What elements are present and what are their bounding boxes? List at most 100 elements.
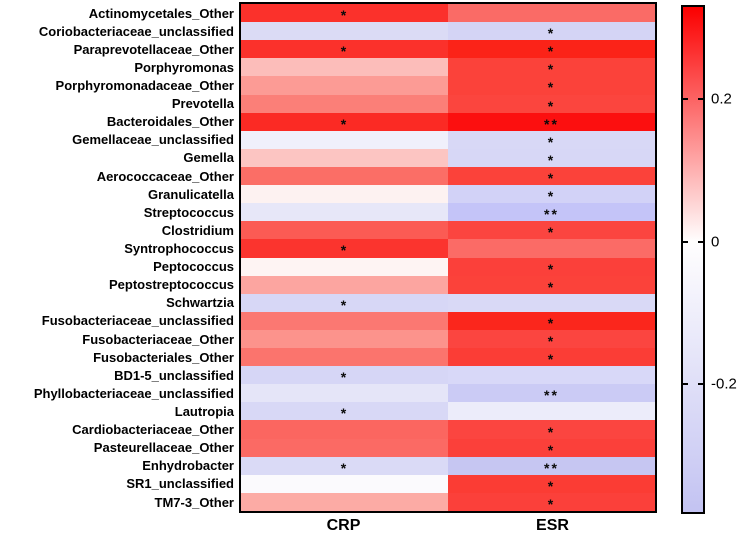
heatmap-cell-crp xyxy=(241,22,448,41)
heatmap-cell-crp xyxy=(241,130,448,149)
heatmap-cell-crp: * xyxy=(241,239,448,259)
significance-marker: * xyxy=(547,151,556,168)
significance-marker: * xyxy=(547,43,556,60)
significance-marker: * xyxy=(547,170,556,186)
heatmap-cell-esr: * xyxy=(448,329,655,349)
row-label: Cardiobacteriaceae_Other xyxy=(72,422,234,438)
row-label: Prevotella xyxy=(171,96,234,112)
colorbar-tick xyxy=(683,98,688,101)
heatmap-cell-crp xyxy=(241,311,448,330)
significance-marker: * xyxy=(547,25,556,42)
heatmap-cell-esr: * xyxy=(448,311,655,331)
significance-marker: ** xyxy=(544,206,559,223)
heatmap-cell-crp xyxy=(241,76,448,95)
significance-marker: * xyxy=(340,296,349,313)
row-label: BD1-5_unclassified xyxy=(114,367,234,383)
significance-marker: ** xyxy=(544,115,559,132)
column-label-esr: ESR xyxy=(536,517,569,534)
colorbar-tick xyxy=(683,240,688,243)
significance-marker: * xyxy=(340,242,349,259)
colorbar-tick-label: 0 xyxy=(711,233,720,251)
row-label: Actinomycetales_Other xyxy=(88,5,234,21)
heatmap-cell-crp xyxy=(241,492,448,511)
row-label: Peptococcus xyxy=(153,259,234,275)
heatmap-cell-esr: ** xyxy=(448,203,655,223)
significance-marker: * xyxy=(547,351,556,368)
heatmap-cell-esr: * xyxy=(448,275,655,295)
row-label: Enhydrobacter xyxy=(142,458,234,474)
column-labels: CRP ESR xyxy=(239,517,657,535)
row-label: Fusobacteriaceae_Other xyxy=(82,331,234,347)
heatmap-cell-esr: * xyxy=(448,438,655,457)
significance-marker: * xyxy=(340,459,349,476)
heatmap-cell-crp xyxy=(241,438,448,457)
heatmap-cell-esr xyxy=(448,4,655,23)
colorbar-tick-label: 0.2 xyxy=(711,90,732,108)
row-labels: Actinomycetales_Other Coriobacteriaceae_u… xyxy=(0,4,234,511)
significance-marker: * xyxy=(547,97,556,114)
heatmap-cell-esr: * xyxy=(448,492,655,512)
significance-marker: * xyxy=(340,7,349,24)
row-label: Syntrophococcus xyxy=(124,240,234,256)
significance-marker: * xyxy=(547,278,556,295)
heatmap-cell-esr: ** xyxy=(448,112,655,132)
row-label: Aerococcaceae_Other xyxy=(96,168,234,184)
heatmap-cell-crp xyxy=(241,94,448,113)
row-label: Pasteurellaceae_Other xyxy=(93,440,234,456)
row-label: Phyllobacteriaceae_unclassified xyxy=(33,385,234,401)
heatmap-cell-crp xyxy=(241,148,448,167)
significance-marker: * xyxy=(547,188,556,205)
row-label: Lautropia xyxy=(174,403,234,419)
significance-marker: * xyxy=(547,224,556,241)
heatmap-cell-esr: * xyxy=(448,257,655,276)
significance-marker: * xyxy=(340,369,349,386)
row-label: Coriobacteriaceae_unclassified xyxy=(38,23,234,39)
row-label: SR1_unclassified xyxy=(126,476,234,492)
heatmap-cell-esr: * xyxy=(448,76,655,95)
heatmap-cell-esr: ** xyxy=(448,456,655,475)
heatmap-cell-crp xyxy=(241,384,448,403)
heatmap-cell-esr: * xyxy=(448,420,655,440)
significance-marker: * xyxy=(547,423,556,440)
significance-marker: * xyxy=(547,495,556,512)
significance-marker: * xyxy=(547,332,556,349)
column-label-crp: CRP xyxy=(326,517,361,534)
heatmap-cell-esr xyxy=(448,293,655,312)
heatmap-cell-crp xyxy=(241,474,448,493)
significance-marker: ** xyxy=(544,387,559,404)
row-label: Bacteroidales_Other xyxy=(106,114,234,130)
heatmap-cell-crp xyxy=(241,58,448,77)
heatmap-cell-crp: * xyxy=(241,456,448,476)
heatmap-cell-esr: * xyxy=(448,130,655,149)
heatmap-cell-esr: * xyxy=(448,40,655,60)
heatmap-cell-esr: * xyxy=(448,22,655,42)
heatmap-cell-esr: * xyxy=(448,58,655,77)
heatmap-cell-esr: * xyxy=(448,221,655,241)
heatmap-cell-esr: * xyxy=(448,348,655,368)
colorbar-tick xyxy=(698,240,703,243)
colorbar-tick xyxy=(698,98,703,101)
significance-marker: * xyxy=(340,115,349,132)
heatmap-cell-crp xyxy=(241,203,448,222)
heatmap-cell-esr: * xyxy=(448,94,655,114)
colorbar-tick-label: -0.2 xyxy=(711,375,737,393)
heatmap-cell-esr: * xyxy=(448,474,655,494)
heatmap-cell-crp xyxy=(241,275,448,294)
row-label: Fusobacteriales_Other xyxy=(93,349,234,365)
significance-marker: * xyxy=(547,314,556,331)
heatmap-cell-crp xyxy=(241,420,448,439)
heatmap-cell-crp: * xyxy=(241,366,448,386)
heatmap-cell-crp xyxy=(241,329,448,349)
heatmap-cell-esr: * xyxy=(448,148,655,168)
significance-marker: * xyxy=(547,477,556,494)
colorbar-tick xyxy=(698,382,703,385)
heatmap-grid: * * * * * * * * ** * * * * ** * * * * * * * * * ** * * * * ** * * xyxy=(239,2,657,513)
row-label: Porphyromonas xyxy=(134,59,234,75)
row-label: Fusobacteriaceae_unclassified xyxy=(41,313,234,329)
heatmap-cell-esr xyxy=(448,402,655,421)
colorbar-gradient xyxy=(681,5,705,514)
row-label: Peptostreptococcus xyxy=(109,277,234,293)
heatmap-cell-esr: * xyxy=(448,185,655,205)
heatmap-cell-esr xyxy=(448,239,655,258)
